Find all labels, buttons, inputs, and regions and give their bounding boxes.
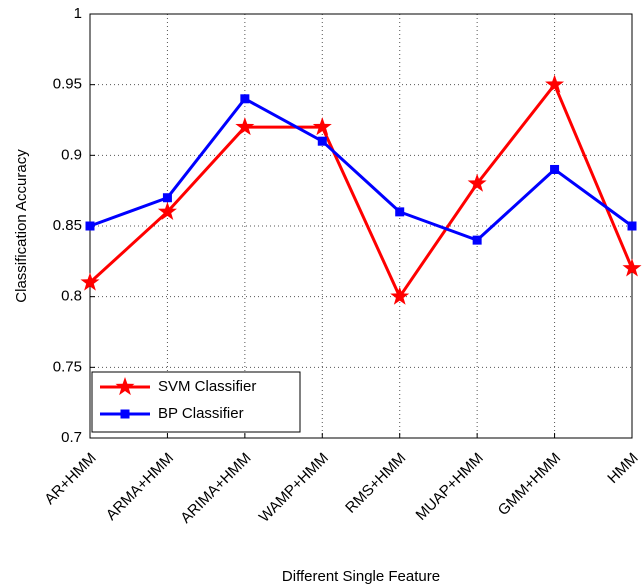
line <box>89 96 633 242</box>
y-tick-label: 0.7 <box>61 429 82 446</box>
marker <box>467 173 487 192</box>
marker <box>85 221 95 231</box>
y-tick-label: 1 <box>74 5 82 22</box>
marker <box>545 74 565 93</box>
legend-marker <box>120 409 130 419</box>
y-axis-label: Classification Accuracy <box>13 149 30 303</box>
marker <box>472 235 482 245</box>
marker <box>235 117 255 136</box>
y-tick-label: 0.85 <box>53 217 82 234</box>
marker <box>312 117 332 136</box>
marker <box>80 272 100 291</box>
marker <box>550 164 560 174</box>
marker <box>390 286 410 305</box>
y-tick-label: 0.95 <box>53 76 82 93</box>
legend-label: SVM Classifier <box>158 378 256 395</box>
marker <box>157 201 177 220</box>
y-tick-label: 0.9 <box>61 146 82 163</box>
legend-label: BP Classifier <box>158 405 244 422</box>
legend-marker <box>115 377 135 396</box>
y-tick-label: 0.75 <box>53 358 82 375</box>
y-tick-label: 0.8 <box>61 288 82 305</box>
x-axis-label: Different Single Feature <box>282 568 440 585</box>
marker <box>627 221 637 231</box>
marker <box>317 136 327 146</box>
marker <box>622 258 642 277</box>
line <box>88 81 634 300</box>
marker <box>240 94 250 104</box>
marker <box>162 193 172 203</box>
marker <box>395 207 405 217</box>
